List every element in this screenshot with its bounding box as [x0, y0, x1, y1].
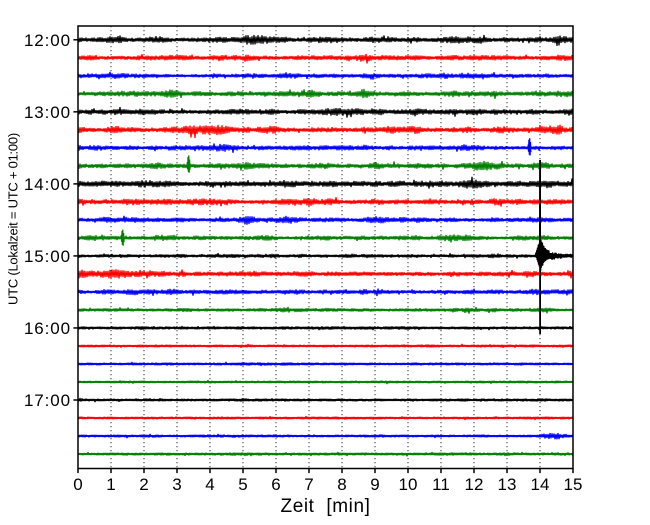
svg-text:7: 7	[304, 475, 313, 494]
svg-text:12:00: 12:00	[24, 31, 71, 50]
svg-text:13: 13	[498, 475, 517, 494]
svg-text:0: 0	[73, 475, 82, 494]
svg-text:13:00: 13:00	[24, 103, 71, 122]
svg-text:17:00: 17:00	[24, 391, 71, 410]
svg-text:3: 3	[172, 475, 181, 494]
svg-text:15: 15	[564, 475, 583, 494]
svg-text:Zeit [min]: Zeit [min]	[280, 496, 370, 517]
svg-text:1: 1	[106, 475, 115, 494]
svg-text:14:00: 14:00	[24, 175, 71, 194]
svg-text:16:00: 16:00	[24, 319, 71, 338]
svg-text:8: 8	[337, 475, 346, 494]
svg-text:10: 10	[399, 475, 418, 494]
svg-text:2: 2	[139, 475, 148, 494]
svg-text:UTC (Lokalzeit = UTC + 01:00): UTC (Lokalzeit = UTC + 01:00)	[6, 133, 21, 305]
svg-text:6: 6	[271, 475, 280, 494]
svg-text:15:00: 15:00	[24, 247, 71, 266]
svg-text:5: 5	[238, 475, 247, 494]
svg-text:12: 12	[465, 475, 484, 494]
svg-text:9: 9	[370, 475, 379, 494]
svg-text:11: 11	[432, 475, 450, 494]
svg-text:14: 14	[531, 475, 550, 494]
svg-text:4: 4	[205, 475, 214, 494]
